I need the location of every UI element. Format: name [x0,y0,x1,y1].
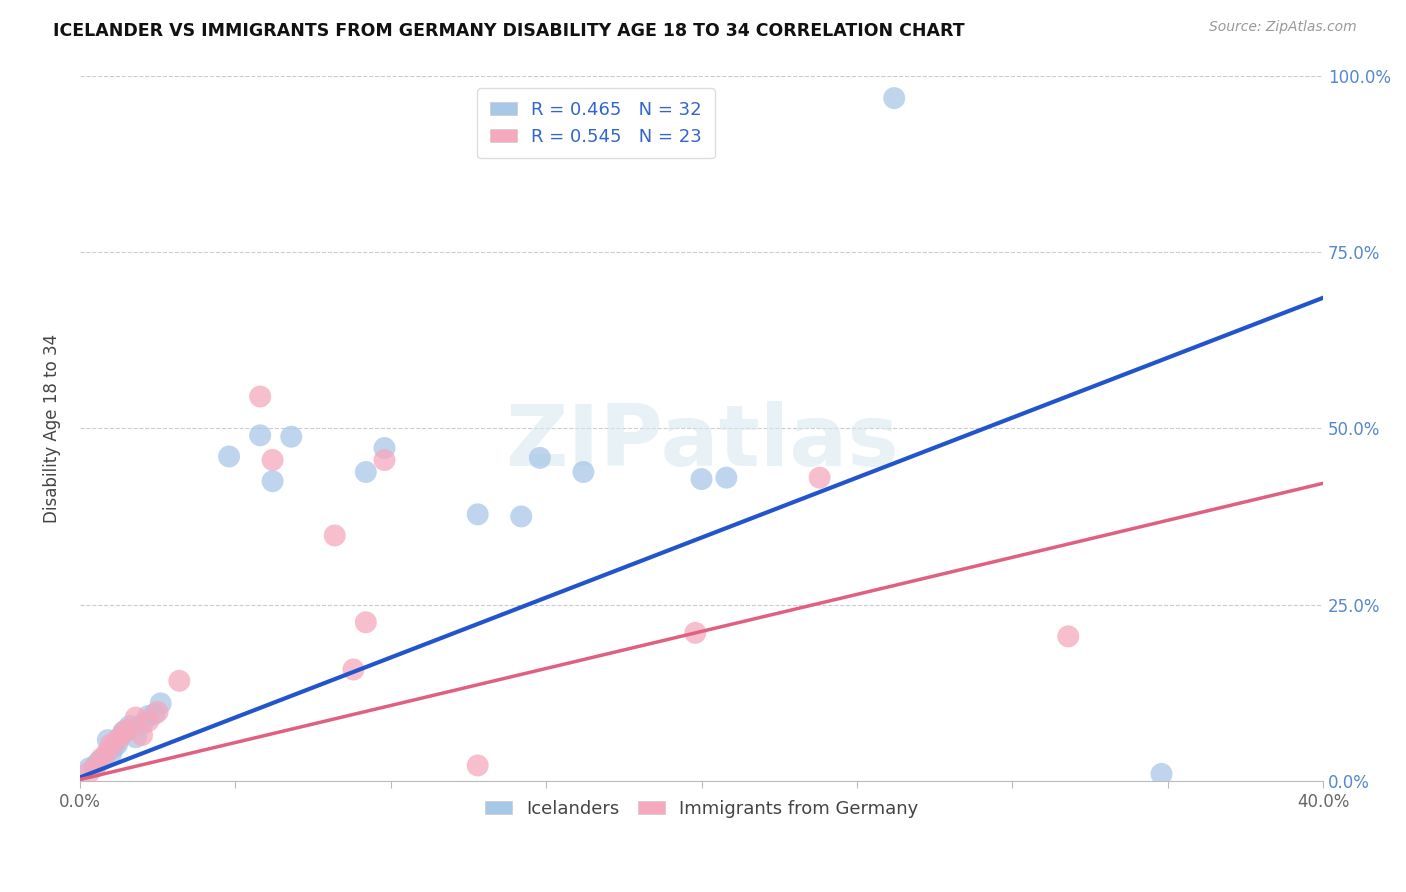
Point [100,747,122,762]
Point [342,663,364,677]
Point [115,723,138,738]
Point [131,717,153,731]
Point [97,744,120,758]
Point [105,733,128,747]
Point [118,719,141,733]
Text: ICELANDER VS IMMIGRANTS FROM GERMANY DISABILITY AGE 18 TO 34 CORRELATION CHART: ICELANDER VS IMMIGRANTS FROM GERMANY DIS… [53,22,965,40]
Point [112,726,135,740]
Text: Source: ZipAtlas.com: Source: ZipAtlas.com [1209,20,1357,34]
Point [1057,629,1080,643]
Point [77,761,100,775]
Point [103,740,125,755]
Point [529,450,551,465]
Point [685,625,707,640]
Point [262,474,284,488]
Point [572,465,595,479]
Point [373,441,395,455]
Point [808,470,831,484]
Point [97,733,120,747]
Point [354,615,377,630]
Point [87,755,110,769]
Point [143,706,166,721]
Point [84,760,107,774]
Point [125,710,148,724]
Text: ZIPatlas: ZIPatlas [505,401,898,483]
Point [146,705,169,719]
Point [115,723,138,738]
Point [169,673,191,688]
Point [84,758,107,772]
Point [280,430,302,444]
Point [716,470,738,484]
Point [510,509,533,524]
Point [690,472,713,486]
Point [110,731,132,745]
Point [136,709,159,723]
Point [323,528,346,542]
Point [93,749,115,764]
Point [249,428,271,442]
Point [1150,767,1173,781]
Y-axis label: Disability Age 18 to 34: Disability Age 18 to 34 [44,334,60,523]
Legend: Icelanders, Immigrants from Germany: Icelanders, Immigrants from Germany [478,792,925,825]
Point [112,724,135,739]
Point [467,508,489,522]
Point [149,697,172,711]
Point [100,737,122,751]
Point [125,731,148,745]
Point [373,453,395,467]
Point [262,453,284,467]
Point [218,450,240,464]
Point [77,765,100,780]
Point [467,758,489,772]
Point [90,753,112,767]
Point [105,737,128,751]
Point [883,91,905,105]
Point [131,728,153,742]
Point [354,465,377,479]
Point [136,714,159,728]
Point [90,751,112,765]
Point [249,390,271,404]
